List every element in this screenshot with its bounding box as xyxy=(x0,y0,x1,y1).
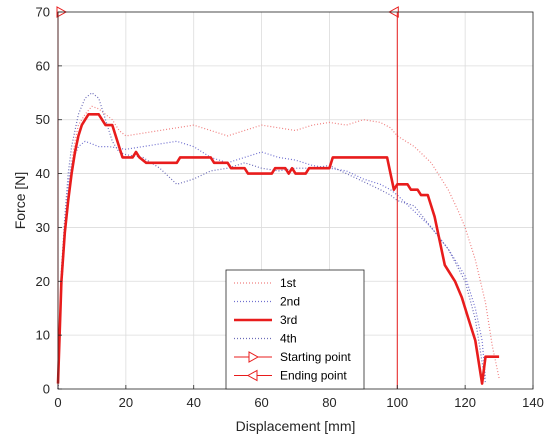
series-line-2nd xyxy=(57,140,487,390)
legend-marker-Starting point xyxy=(248,351,260,363)
legend-box xyxy=(225,269,365,390)
x-tick-label: 120 xyxy=(454,395,476,410)
legend-marker-Ending point xyxy=(246,369,258,382)
x-tick-label: 60 xyxy=(254,395,268,410)
legend: 1st 2nd 3rd 4th Starting point Ending point xyxy=(225,269,365,390)
legend-label: 1st xyxy=(280,276,297,290)
y-axis-title: Force [N] xyxy=(12,172,28,230)
series-layer xyxy=(56,92,500,390)
x-tick-label: 80 xyxy=(322,395,336,410)
legend-label: Ending point xyxy=(280,369,347,383)
ticks: 0 20 40 60 80 100 120 140 0 10 20 30 40 50 60 70 xyxy=(36,5,544,411)
legend-label: 2nd xyxy=(280,295,300,309)
marker-symbol-Starting point xyxy=(56,6,68,18)
x-tick-label: 100 xyxy=(386,395,408,410)
x-tick-label: 20 xyxy=(119,395,133,410)
y-tick-label: 70 xyxy=(36,5,50,20)
y-tick-label: 30 xyxy=(36,220,50,235)
y-tick-label: 0 xyxy=(43,382,50,397)
y-tick-label: 50 xyxy=(36,112,50,127)
series-line-1st xyxy=(57,105,500,390)
x-tick-label: 40 xyxy=(186,395,200,410)
x-tick-label: 0 xyxy=(54,395,61,410)
x-tick-label: 140 xyxy=(522,395,544,410)
legend-label: 4th xyxy=(280,332,297,346)
legend-label: 3rd xyxy=(280,313,297,327)
series-line-3rd xyxy=(56,113,500,385)
y-tick-label: 60 xyxy=(36,58,50,73)
y-tick-label: 40 xyxy=(36,166,50,181)
x-axis-title: Displacement [mm] xyxy=(236,418,356,434)
legend-label: Starting point xyxy=(280,350,351,364)
y-tick-label: 20 xyxy=(36,274,50,289)
y-tick-label: 10 xyxy=(36,328,50,343)
